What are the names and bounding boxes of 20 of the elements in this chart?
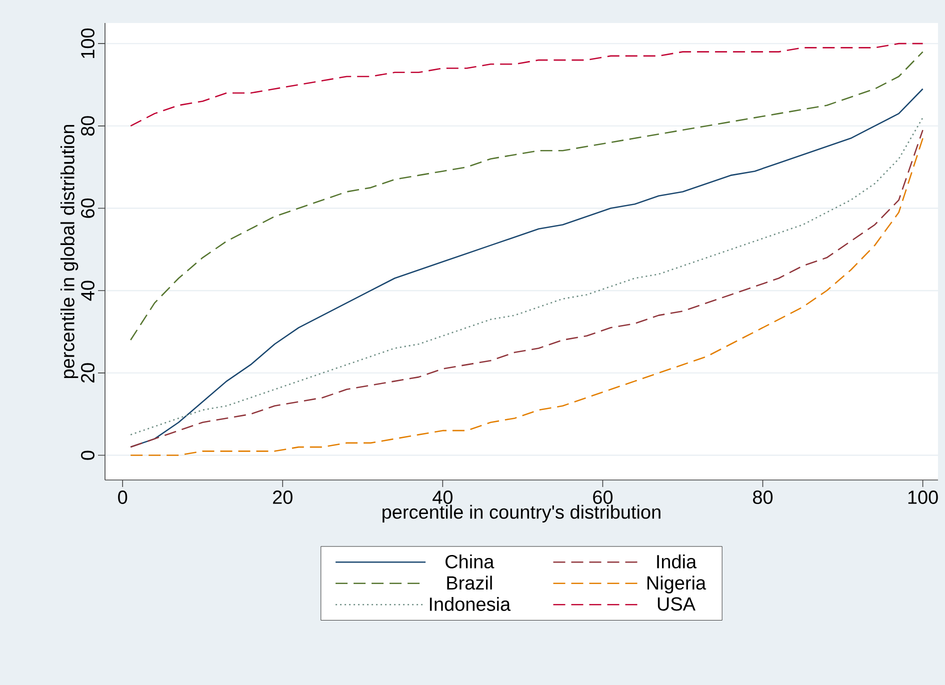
x-tick-label: 0 xyxy=(118,490,128,504)
legend-label: USA xyxy=(658,597,696,611)
y-tick-label: 60 xyxy=(81,198,94,218)
legend-label: China xyxy=(446,554,494,568)
y-tick-label: 80 xyxy=(81,116,94,136)
y-tick-label: 40 xyxy=(81,280,94,301)
legend-label: Indonesia xyxy=(430,596,511,611)
legend-label: Nigeria xyxy=(647,576,706,594)
y-tick-label: 0 xyxy=(81,450,94,460)
x-axis-title: percentile in country's distribution xyxy=(382,504,660,523)
y-tick-label: 100 xyxy=(81,28,94,58)
y-tick-label: 20 xyxy=(81,363,94,383)
x-tick-label: 40 xyxy=(432,490,452,504)
legend-label: Brazil xyxy=(447,576,492,590)
legend-label: India xyxy=(657,554,697,568)
x-tick-label: 60 xyxy=(593,490,613,504)
y-axis-title: percentile in global distribution xyxy=(60,124,78,378)
x-tick-label: 100 xyxy=(908,490,938,504)
x-tick-label: 20 xyxy=(273,490,292,504)
x-tick-label: 80 xyxy=(753,490,773,504)
